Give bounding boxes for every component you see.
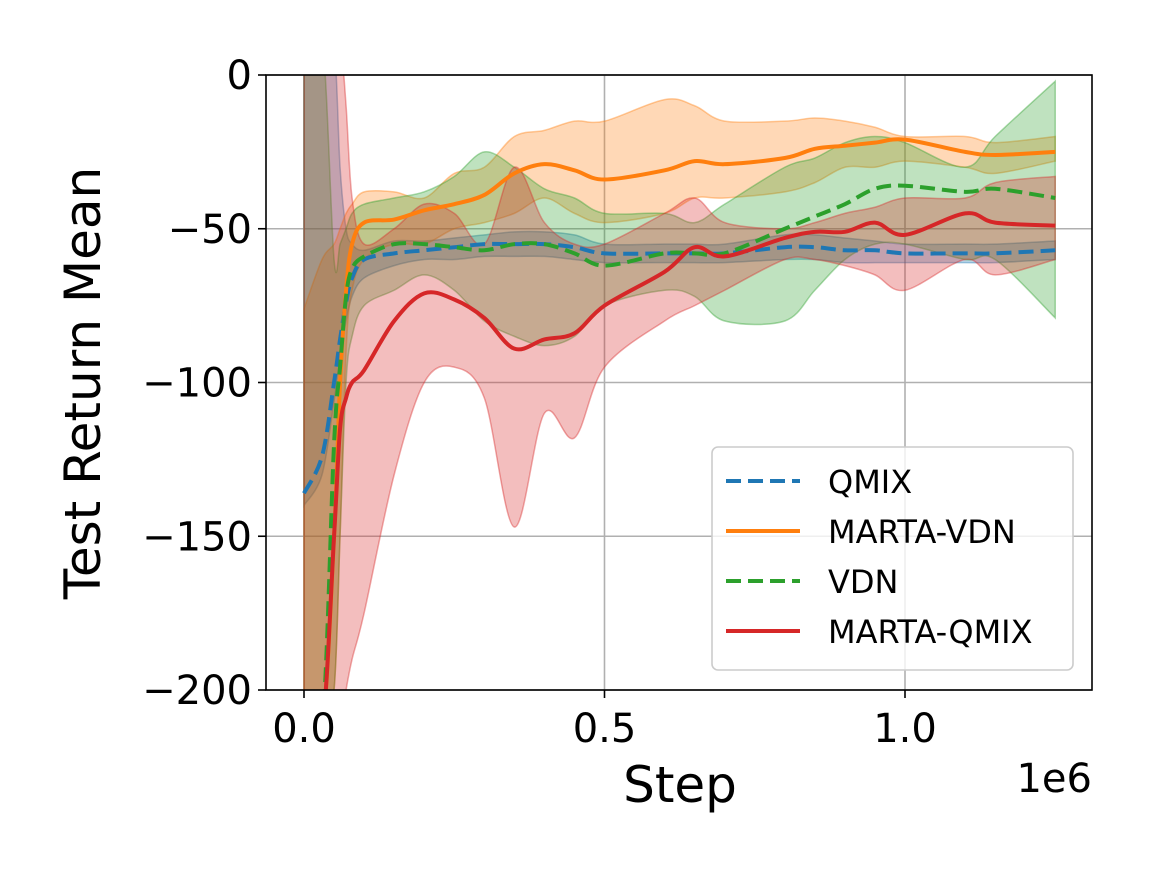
line-qmix xyxy=(302,241,1056,495)
line-vdn xyxy=(322,183,1056,690)
band-qmix xyxy=(303,75,1056,509)
ticks: 0.0 0.5 1.0 0 −50 −100 −150 −200 xyxy=(142,53,937,752)
x-axis-label: Step xyxy=(623,756,737,814)
y-tick-label: −100 xyxy=(142,361,252,407)
y-tick-label: −50 xyxy=(168,207,252,253)
legend-label: MARTA-VDN xyxy=(828,513,1016,551)
legend-label: QMIX xyxy=(828,463,912,501)
legend: QMIX MARTA-VDN VDN MARTA-QMIX xyxy=(711,446,1074,671)
x-tick-label: 0.5 xyxy=(573,706,637,752)
legend-label: VDN xyxy=(828,563,898,601)
series-lines xyxy=(302,137,1056,690)
y-axis-label: Test Return Mean xyxy=(54,167,112,600)
legend-box xyxy=(711,446,1074,671)
y-tick-label: −150 xyxy=(142,514,252,560)
x-tick-label: 0.0 xyxy=(272,706,336,752)
legend-label: MARTA-QMIX xyxy=(828,613,1033,651)
y-tick-label: 0 xyxy=(227,53,252,99)
x-offset-label: 1e6 xyxy=(1016,756,1092,802)
x-tick-label: 1.0 xyxy=(873,706,937,752)
y-tick-label: −200 xyxy=(142,668,252,714)
line-marta-qmix xyxy=(323,211,1056,690)
band-vdn xyxy=(303,75,1056,690)
